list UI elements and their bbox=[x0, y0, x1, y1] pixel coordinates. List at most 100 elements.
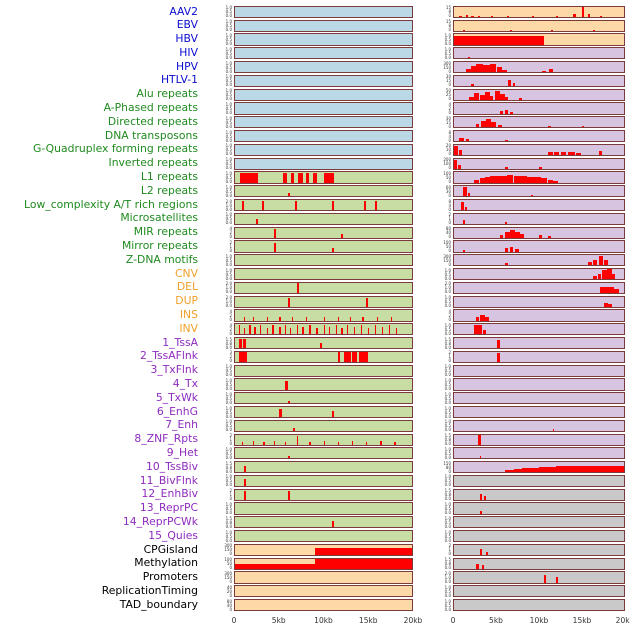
y-tick-label: 0.0 bbox=[225, 413, 232, 419]
data-bar bbox=[477, 15, 480, 17]
data-bar bbox=[499, 175, 507, 183]
data-bar bbox=[515, 232, 521, 238]
data-bar bbox=[597, 273, 602, 280]
y-tick-label: 2 bbox=[448, 212, 451, 218]
y-tick-label: 4 bbox=[448, 101, 451, 107]
data-bar bbox=[494, 91, 500, 100]
y-tick-label: 1.0 bbox=[444, 295, 451, 301]
y-tick-label: 0.0 bbox=[225, 96, 232, 102]
track-row: Inverted repeats 1.0 0.5 0.0 200 100 0 bbox=[0, 157, 630, 171]
y-tick-label: 1.0 bbox=[225, 60, 232, 66]
y-tick-label: 0.5 bbox=[225, 133, 232, 139]
left-y-axis-ticks: 100 50 0 bbox=[203, 558, 234, 570]
y-tick-label: 50 bbox=[445, 174, 451, 180]
data-bar bbox=[374, 325, 377, 335]
y-tick-label: 1.0 bbox=[444, 575, 451, 581]
track-label: Microsatellites bbox=[120, 211, 198, 225]
left-track-panel bbox=[234, 47, 413, 60]
y-tick-label: 80 bbox=[445, 226, 451, 232]
y-tick-label: 1.0 bbox=[225, 170, 232, 176]
y-tick-label: 0.5 bbox=[444, 299, 451, 305]
left-y-axis-ticks: 300 150 0 bbox=[203, 544, 234, 556]
y-tick-label: 0.5 bbox=[444, 478, 451, 484]
y-tick-label: 0.0 bbox=[444, 54, 451, 60]
data-bar bbox=[491, 122, 497, 128]
data-bar bbox=[556, 15, 559, 17]
y-tick-label: 0.5 bbox=[225, 174, 232, 180]
y-tick-label: 0.5 bbox=[225, 147, 232, 153]
track-label: 2_TssAFlnk bbox=[139, 349, 198, 363]
data-bar bbox=[462, 29, 465, 31]
data-bar bbox=[527, 176, 534, 183]
y-tick-label: 2 bbox=[448, 543, 451, 549]
data-bar bbox=[581, 125, 585, 128]
data-bar bbox=[360, 325, 363, 335]
y-tick-label: 1.0 bbox=[225, 253, 232, 259]
right-y-axis-ticks: 1.0 0.5 0.0 bbox=[413, 323, 453, 335]
left-track-panel bbox=[234, 129, 413, 143]
track-label: 13_ReprPC bbox=[139, 501, 198, 515]
data-bar bbox=[337, 441, 340, 445]
data-bar bbox=[471, 15, 474, 17]
y-tick-label: 0 bbox=[448, 178, 451, 184]
y-tick-label: 0.0 bbox=[225, 137, 232, 143]
data-bar bbox=[362, 317, 364, 321]
y-tick-label: 0 bbox=[448, 247, 451, 253]
track-row: 7_Enh 1.0 0.5 0.0 1.0 0.5 0.0 bbox=[0, 419, 630, 433]
right-y-axis-ticks: 100 50 0 bbox=[413, 240, 453, 252]
right-track-panel bbox=[453, 557, 625, 570]
y-tick-label: 1.5 bbox=[225, 515, 232, 521]
track-row: L1 repeats 1.0 0.5 0.0 100 50 0 bbox=[0, 171, 630, 185]
data-bar bbox=[319, 343, 323, 349]
track-label: DEL bbox=[176, 280, 198, 294]
data-bar bbox=[505, 96, 509, 100]
track-row: DEL 2.0 1.0 0.0 2.0 1.0 0.0 bbox=[0, 281, 630, 295]
right-y-axis-ticks: 300 150 0 bbox=[413, 254, 453, 266]
right-track-panel bbox=[453, 336, 625, 350]
y-tick-label: 0.0 bbox=[444, 399, 451, 405]
y-tick-label: 0 bbox=[448, 206, 451, 212]
y-tick-label: 1.0 bbox=[444, 32, 451, 38]
data-bar bbox=[567, 151, 575, 155]
data-bar bbox=[471, 83, 474, 86]
track-row: 14_ReprPCWk 1.5 0.8 0.0 1.0 0.5 0.0 bbox=[0, 515, 630, 529]
left-y-axis-ticks: 1.0 0.5 0.0 bbox=[203, 171, 234, 183]
y-tick-label: 2 bbox=[229, 312, 232, 318]
right-track-panel bbox=[453, 171, 625, 184]
data-bar bbox=[479, 493, 483, 500]
data-bar bbox=[499, 111, 504, 114]
y-tick-label: 0 bbox=[448, 220, 451, 226]
left-track-panel bbox=[234, 254, 413, 267]
data-bar bbox=[556, 466, 624, 473]
data-bar bbox=[288, 456, 290, 459]
y-tick-label: 0.5 bbox=[444, 533, 451, 539]
right-track-panel bbox=[453, 5, 625, 18]
left-y-axis-ticks: 1.0 0.5 0.0 bbox=[203, 47, 234, 59]
left-track-panel bbox=[234, 116, 413, 129]
data-bar bbox=[520, 175, 528, 183]
track-row: Methylation 100 50 0 1.5 0.8 0.0 bbox=[0, 557, 630, 571]
data-bar bbox=[505, 166, 509, 169]
track-row: DUP 2.0 1.0 0.0 1.0 0.5 0.0 bbox=[0, 295, 630, 309]
y-tick-label: 0.5 bbox=[225, 188, 232, 194]
y-tick-label: 0.0 bbox=[225, 523, 232, 529]
track-label: Mirror repeats bbox=[121, 239, 198, 253]
right-y-axis-ticks: 30 15 0 bbox=[413, 116, 453, 128]
data-bar bbox=[483, 495, 486, 500]
left-y-axis-ticks: 1.0 0.5 0.0 bbox=[203, 75, 234, 87]
y-tick-label: 0.0 bbox=[225, 123, 232, 129]
track-label: Inverted repeats bbox=[108, 156, 198, 170]
y-tick-label: 0.0 bbox=[225, 454, 232, 460]
data-bar bbox=[312, 173, 318, 183]
data-bar bbox=[273, 242, 277, 252]
data-bar bbox=[465, 14, 469, 17]
y-tick-label: 1.0 bbox=[444, 474, 451, 480]
data-bar bbox=[593, 29, 596, 31]
y-tick-label: 8 bbox=[448, 9, 451, 15]
y-tick-label: 8 bbox=[448, 129, 451, 135]
left-track-panel bbox=[234, 350, 413, 363]
data-bar bbox=[365, 297, 369, 307]
data-bar bbox=[612, 274, 616, 280]
data-bar bbox=[467, 193, 471, 197]
y-tick-label: 1.0 bbox=[225, 377, 232, 383]
